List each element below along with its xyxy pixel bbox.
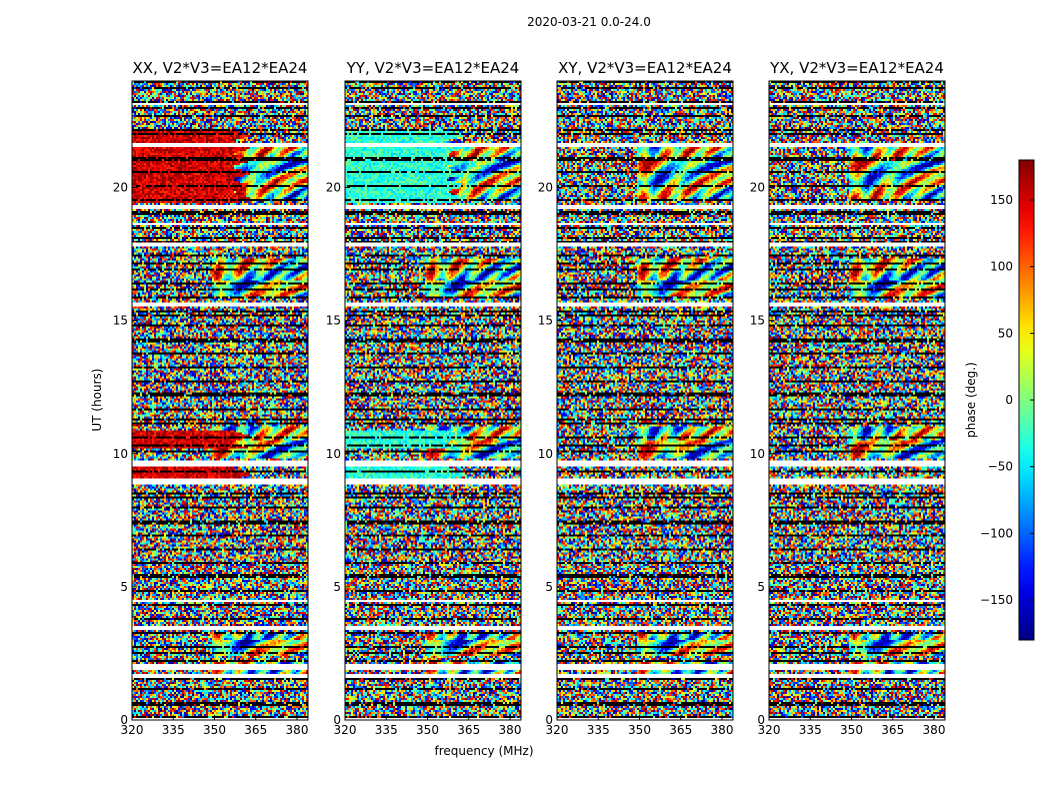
x-tick-label: 335 (375, 723, 398, 737)
y-tick-label: 15 (750, 314, 765, 328)
y-tick-label: 5 (333, 580, 341, 594)
y-tick-label: 20 (538, 181, 553, 195)
y-tick-label: 5 (757, 580, 765, 594)
y-tick-label: 5 (545, 580, 553, 594)
x-tick-label: 365 (244, 723, 267, 737)
x-tick-label: 365 (669, 723, 692, 737)
y-tick-label: 20 (326, 181, 341, 195)
panel-frame (131, 80, 309, 721)
panel-title: YX, V2*V3=EA12*EA24 (769, 59, 944, 77)
colorbar-tick-label: 100 (990, 260, 1013, 274)
panel-title: YY, V2*V3=EA12*EA24 (346, 59, 520, 77)
x-tick-label: 320 (334, 723, 357, 737)
y-tick-label: 0 (120, 713, 128, 727)
x-tick-label: 380 (711, 723, 734, 737)
x-tick-label: 320 (546, 723, 569, 737)
panel-3: XY, V2*V3=EA12*EA24 320 335 350 365 380 0 5 10 15… (538, 59, 734, 737)
figure-title: 2020-03-21 0.0-24.0 (527, 15, 651, 29)
x-tick-label: 380 (923, 723, 946, 737)
x-tick-label: 320 (758, 723, 781, 737)
y-tick-label: 15 (326, 314, 341, 328)
y-tick-label: 15 (113, 314, 128, 328)
y-tick-label: 10 (326, 447, 341, 461)
panel-title: XX, V2*V3=EA12*EA24 (133, 59, 308, 77)
x-axis-label: frequency (MHz) (434, 744, 533, 758)
x-tick-label: 350 (416, 723, 439, 737)
panel-title: XY, V2*V3=EA12*EA24 (558, 59, 732, 77)
panel-frame (344, 80, 522, 721)
colorbar-tick-label: 50 (998, 326, 1013, 340)
phase-heatmap (557, 81, 733, 720)
colorbar-tick-label: −50 (988, 460, 1013, 474)
colorbar-tick-label: −150 (980, 593, 1013, 607)
colorbar-label: phase (deg.) (964, 362, 978, 438)
panel-1: XX, V2*V3=EA12*EA24 320 335 350 365 380 0 5 10 15… (113, 59, 309, 737)
x-tick-label: 335 (587, 723, 610, 737)
y-tick-label: 5 (120, 580, 128, 594)
panel-2: YY, V2*V3=EA12*EA24 320 335 350 365 380 0 5 10 15… (326, 59, 522, 737)
colorbar-tick-label: −100 (980, 526, 1013, 540)
y-tick-label: 10 (750, 447, 765, 461)
y-tick-label: 0 (545, 713, 553, 727)
y-tick-label: 20 (750, 181, 765, 195)
colorbar: 150 100 50 0 −50 −100 −150 (980, 159, 1035, 641)
panels: XX, V2*V3=EA12*EA24 320 335 350 365 380 0 5 10 15… (113, 59, 946, 737)
x-tick-label: 320 (121, 723, 144, 737)
x-tick-label: 380 (286, 723, 309, 737)
colorbar-tick-label: 150 (990, 193, 1013, 207)
phase-heatmap (132, 81, 308, 720)
x-tick-label: 380 (499, 723, 522, 737)
y-tick-label: 15 (538, 314, 553, 328)
x-tick-label: 365 (457, 723, 480, 737)
colorbar-tick-label: 0 (1005, 393, 1013, 407)
panel-4: YX, V2*V3=EA12*EA24 320 335 350 365 380 0 5 10 15… (750, 59, 946, 737)
x-tick-label: 335 (162, 723, 185, 737)
x-tick-label: 350 (840, 723, 863, 737)
panel-frame (556, 80, 734, 721)
panel-frame (768, 80, 946, 721)
x-tick-label: 350 (203, 723, 226, 737)
x-tick-label: 365 (881, 723, 904, 737)
y-axis-label: UT (hours) (90, 368, 104, 431)
phase-heatmap (345, 81, 521, 720)
y-tick-label: 10 (538, 447, 553, 461)
phase-heatmap (769, 81, 945, 720)
y-tick-label: 0 (757, 713, 765, 727)
y-tick-label: 10 (113, 447, 128, 461)
y-tick-label: 0 (333, 713, 341, 727)
y-tick-label: 20 (113, 181, 128, 195)
x-tick-label: 350 (628, 723, 651, 737)
x-tick-label: 335 (799, 723, 822, 737)
